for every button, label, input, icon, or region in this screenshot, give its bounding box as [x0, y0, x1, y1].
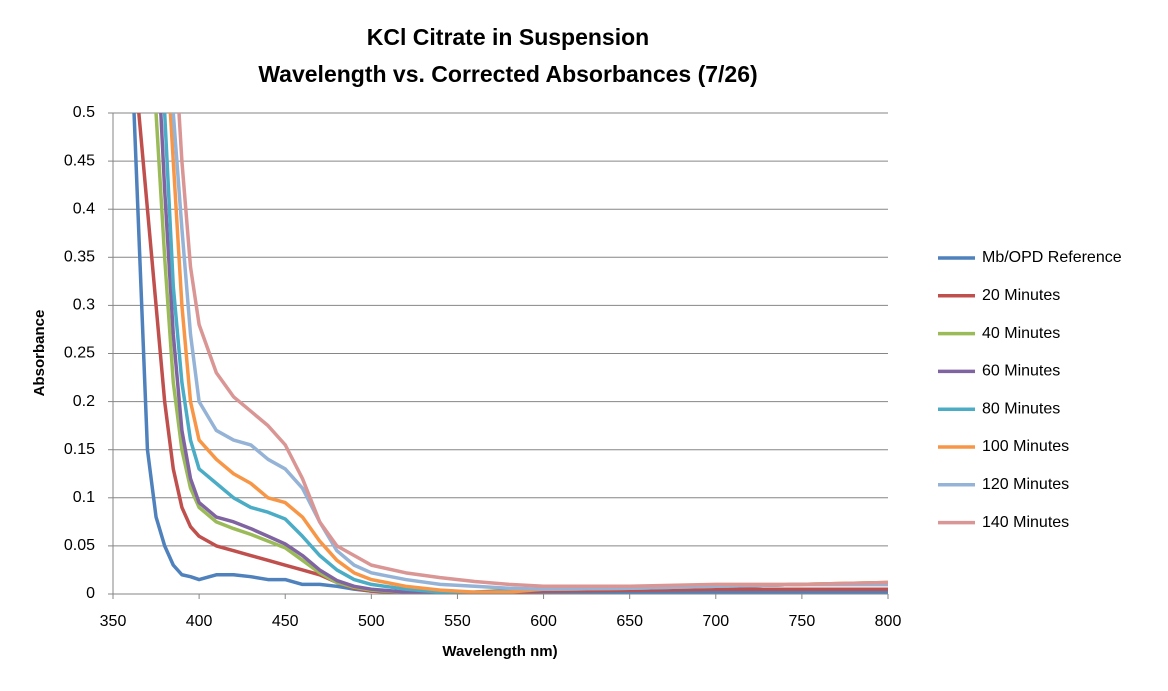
series-line	[168, 113, 888, 594]
legend-label: Mb/OPD Reference	[982, 249, 1122, 266]
legend-label: 20 Minutes	[982, 287, 1060, 304]
x-tick-label: 800	[875, 613, 902, 630]
legend-label: 120 Minutes	[982, 476, 1069, 493]
y-tick-label: 0	[86, 585, 95, 602]
x-tick-label: 350	[100, 613, 127, 630]
series-line	[171, 113, 888, 591]
y-tick-label: 0.4	[73, 200, 95, 217]
x-tick-label: 700	[702, 613, 729, 630]
y-tick-label: 0.05	[64, 537, 95, 554]
x-axis-label: Wavelength nm)	[442, 643, 557, 660]
x-tick-label: 500	[358, 613, 385, 630]
series-line	[177, 113, 888, 589]
y-tick-label: 0.45	[64, 152, 95, 169]
y-tick-label: 0.5	[73, 104, 95, 121]
y-tick-label: 0.25	[64, 345, 95, 362]
y-tick-label: 0.1	[73, 489, 95, 506]
legend-label: 80 Minutes	[982, 400, 1060, 417]
plot-area	[132, 113, 888, 594]
y-axis-label: Absorbance	[31, 310, 48, 397]
x-tick-label: 400	[186, 613, 213, 630]
legend-label: 100 Minutes	[982, 438, 1069, 455]
chart-title: KCl Citrate in Suspension	[367, 24, 649, 50]
x-tick-label: 750	[789, 613, 816, 630]
x-tick-label: 600	[530, 613, 557, 630]
y-tick-label: 0.15	[64, 441, 95, 458]
x-tick-label: 450	[272, 613, 299, 630]
y-tick-label: 0.2	[73, 393, 95, 410]
legend-label: 140 Minutes	[982, 514, 1069, 531]
x-tick-label: 550	[444, 613, 471, 630]
legend-label: 60 Minutes	[982, 363, 1060, 380]
y-tick-label: 0.35	[64, 249, 95, 266]
x-tick-label: 650	[616, 613, 643, 630]
legend-label: 40 Minutes	[982, 325, 1060, 342]
chart-title: Wavelength vs. Corrected Absorbances (7/…	[258, 61, 757, 87]
y-tick-label: 0.3	[73, 297, 95, 314]
